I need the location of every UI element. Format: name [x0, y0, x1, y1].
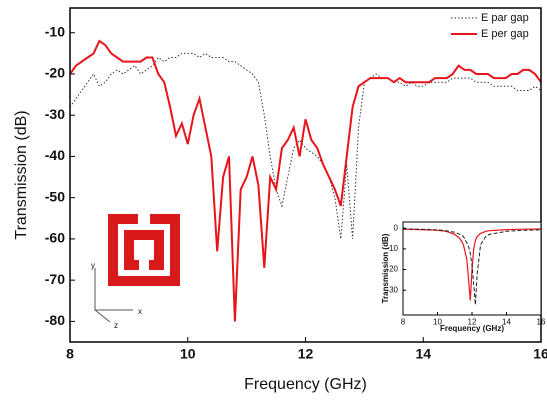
srr-illustration: y x z [91, 212, 180, 330]
legend-label: E per gap [481, 28, 529, 40]
illus-label: y [91, 261, 95, 270]
y-tick-label: -30 [45, 106, 65, 122]
y-tick-label: -80 [45, 312, 65, 328]
x-tick-label: 12 [298, 345, 314, 361]
y-axis-label: Transmission (dB) [13, 110, 30, 239]
inner-hole [134, 240, 154, 260]
illus-label: x [138, 307, 142, 316]
y-tick-label: -20 [45, 65, 65, 81]
y-tick-label: -50 [45, 188, 65, 204]
series-line [69, 39, 542, 322]
x-axis-label: Frequency (GHz) [244, 376, 367, 393]
y-tick-label: -10 [386, 244, 398, 253]
inner-split [139, 258, 149, 272]
y-tick-label: -30 [386, 285, 398, 294]
legend-label: E par gap [481, 12, 529, 24]
x-tick-label: 14 [415, 345, 431, 361]
y-tick-label: -60 [45, 230, 65, 246]
plot-frame [402, 221, 542, 316]
x-tick-label: 16 [533, 345, 547, 361]
illus-axis [94, 309, 111, 323]
y-tick-label: -70 [45, 271, 65, 287]
y-axis-label: Transmission (dB) [381, 233, 390, 303]
x-axis-label: Frequency (GHz) [440, 324, 504, 333]
x-tick-label: 10 [433, 317, 442, 326]
y-tick-label: -10 [45, 23, 65, 39]
outer-split [138, 212, 150, 226]
x-tick-label: 8 [401, 317, 406, 326]
series-line [402, 228, 542, 305]
y-tick-label: -20 [386, 265, 398, 274]
series-line [402, 228, 542, 301]
x-tick-label: 14 [502, 317, 511, 326]
x-tick-label: 10 [180, 345, 196, 361]
x-tick-label: 8 [66, 345, 74, 361]
y-tick-label: 0 [394, 223, 399, 232]
x-tick-label: 16 [537, 317, 546, 326]
x-tick-label: 12 [468, 317, 477, 326]
plot-frame [69, 7, 542, 343]
y-tick-label: -40 [45, 147, 65, 163]
series-line [69, 52, 542, 239]
illus-label: z [114, 321, 118, 330]
